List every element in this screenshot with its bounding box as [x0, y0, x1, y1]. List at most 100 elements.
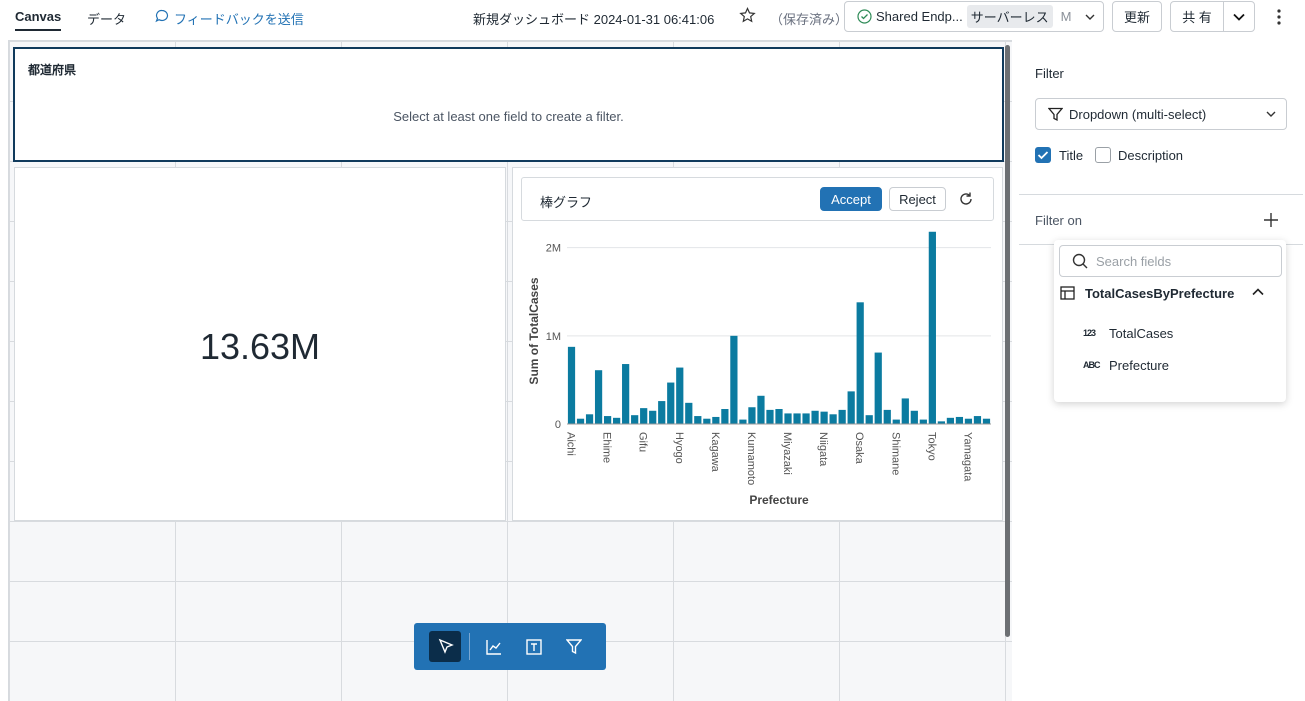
widget-type-dropdown[interactable]: Dropdown (multi-select) [1035, 98, 1287, 130]
bar [694, 416, 702, 424]
refresh-button[interactable]: 更新 [1112, 1, 1162, 32]
bar [757, 395, 765, 424]
chart-widget[interactable]: 棒グラフ Accept Reject 0 1M 2M Sum of TotalCase… [512, 167, 1003, 521]
bar [594, 370, 603, 424]
field-icon: ABC [1083, 360, 1100, 370]
table-name[interactable]: TotalCasesByPrefecture [1085, 286, 1235, 301]
bar [739, 419, 747, 424]
search-input[interactable]: Search fields [1059, 245, 1282, 277]
bar [793, 413, 801, 424]
regenerate-icon[interactable] [958, 191, 974, 207]
field-name[interactable]: Prefecture [1109, 358, 1169, 373]
bar [649, 410, 657, 424]
tab[interactable]: データ [87, 12, 127, 27]
reject-button[interactable]: Reject [889, 187, 946, 211]
bar [703, 418, 711, 424]
field-name[interactable]: TotalCases [1109, 326, 1174, 341]
title-checkbox[interactable] [1035, 147, 1051, 163]
dashboard-title: 新規ダッシュボード 2024-01-31 06:41:06 [473, 12, 715, 27]
chevron [1085, 14, 1095, 20]
table-icon [1060, 286, 1075, 300]
status-icon [857, 9, 872, 24]
y-tick-label: 2M [546, 243, 561, 255]
y-tick-label: 0 [555, 419, 561, 431]
x-tick-label: Tokyo [925, 432, 937, 461]
accept-button[interactable]: Accept [820, 187, 882, 211]
x-tick-label: Shimane [889, 432, 901, 475]
x-tick-label: Kagawa [709, 432, 721, 473]
filter-widget[interactable]: 都道府県 Select at least one field to create… [13, 47, 1004, 162]
toolbar-divider [469, 633, 470, 660]
bar [937, 421, 945, 424]
select-tool[interactable] [429, 631, 461, 662]
scrollbar [1005, 45, 1010, 637]
more-menu[interactable] [1274, 8, 1284, 26]
y-axis-title: Sum of TotalCases [527, 277, 541, 384]
chart-tool[interactable] [486, 639, 502, 655]
x-tick-label: Kumamoto [745, 432, 757, 485]
bar [685, 402, 693, 424]
bar-chart: 0 1M 2M Sum of TotalCases Prefecture Aichi Ehi… [527, 231, 991, 507]
bar [856, 302, 864, 424]
filter-icon [1048, 107, 1063, 121]
bar [883, 409, 891, 424]
search-placeholder: Search fields [1096, 253, 1172, 269]
warehouse-selector[interactable]: Shared Endp... サーバーレス M [844, 1, 1104, 32]
counter-widget[interactable]: 13.63M [14, 167, 506, 521]
feedback-link[interactable]: フィードバックを送信 [174, 12, 304, 27]
chevron [1233, 13, 1245, 21]
bar [928, 231, 936, 424]
x-axis-title: Prefecture [749, 493, 809, 507]
bar [784, 413, 792, 424]
widget-title: 都道府県 [28, 63, 77, 77]
x-tick-label: Osaka [853, 432, 865, 465]
warehouse-type: サーバーレス [966, 5, 1053, 28]
bar [838, 409, 846, 424]
bar [973, 416, 982, 424]
checkbox-label: Title [1059, 148, 1084, 163]
separator [1019, 194, 1303, 195]
bar [919, 419, 927, 424]
field-popup: Search fields TotalCasesByPrefecture 123… [1054, 240, 1286, 402]
filter-tool[interactable] [566, 639, 582, 655]
check-icon [1037, 151, 1049, 160]
tab[interactable]: Canvas [15, 9, 62, 24]
bar [576, 418, 585, 424]
bar [712, 416, 720, 424]
bar [585, 414, 594, 424]
bar [676, 367, 684, 424]
x-tick-label: Ehime [601, 432, 613, 463]
description-checkbox[interactable] [1095, 147, 1111, 163]
bar [567, 346, 576, 424]
field-icon: 123 [1083, 328, 1096, 338]
bar [766, 409, 774, 424]
collapse-icon[interactable] [1252, 288, 1264, 296]
feedback-icon [155, 9, 169, 23]
x-tick-label: Niigata [817, 432, 829, 467]
tab-underline [15, 29, 61, 31]
checkbox-label: Description [1118, 148, 1184, 163]
chart-header: 棒グラフ Accept Reject [521, 177, 994, 221]
bar [982, 418, 991, 424]
panel-title: Filter [1035, 66, 1064, 81]
text-tool[interactable] [526, 639, 542, 655]
bar [622, 364, 630, 424]
add-field[interactable] [1263, 212, 1279, 228]
bar [603, 416, 612, 424]
bar [667, 382, 675, 424]
x-tick-label: Miyazaki [781, 432, 793, 475]
star-icon[interactable] [739, 7, 756, 24]
x-tick-label: Aichi [565, 432, 577, 456]
bar [613, 417, 621, 424]
share-menu[interactable] [1223, 1, 1255, 32]
x-tick-label: Yamagata [961, 432, 973, 482]
chart-title: 棒グラフ [540, 195, 593, 210]
filter-message: Select at least one field to create a fi… [393, 109, 624, 124]
bar [802, 413, 810, 424]
bar [964, 418, 973, 424]
bar [901, 398, 909, 424]
y-tick-label: 1M [546, 331, 561, 343]
bar [721, 409, 729, 424]
share-button[interactable]: 共 有 [1170, 1, 1224, 32]
